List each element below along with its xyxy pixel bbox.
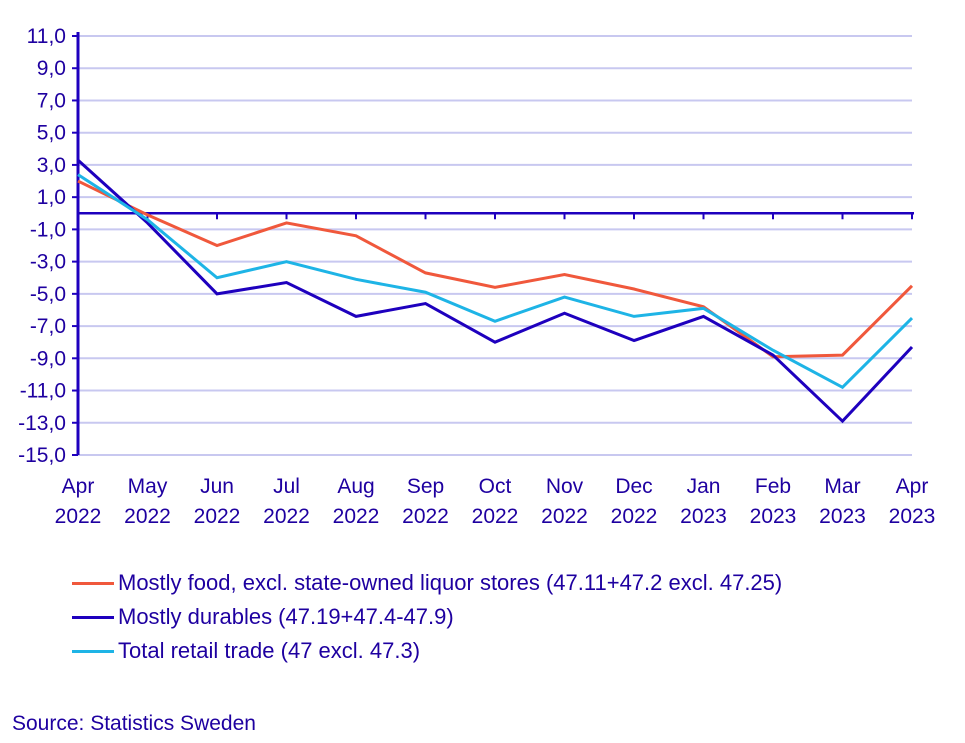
series-line-1 (76, 158, 914, 424)
x-tick-label: 2022 (263, 505, 310, 528)
x-tick-label: 2023 (750, 505, 797, 528)
y-tick-label: -15,0 (18, 444, 66, 467)
x-tick-label: Nov (546, 475, 584, 498)
x-tick-label: 2022 (333, 505, 380, 528)
y-tick-label: -9,0 (30, 347, 66, 370)
x-tick-label: Dec (615, 475, 652, 498)
x-tick-label: 2022 (55, 505, 102, 528)
y-tick-label: -3,0 (30, 251, 66, 274)
legend-item-total: Total retail trade (47 excl. 47.3) (72, 634, 782, 668)
x-tick-label: Jan (687, 475, 721, 498)
y-tick-label: 3,0 (37, 154, 66, 177)
legend: Mostly food, excl. state-owned liquor st… (72, 566, 782, 668)
y-tick-label: 7,0 (37, 89, 66, 112)
x-tick-label: 2022 (124, 505, 171, 528)
x-tick-label: 2022 (541, 505, 588, 528)
x-tick-label: Feb (755, 475, 791, 498)
legend-label: Total retail trade (47 excl. 47.3) (118, 638, 421, 663)
legend-swatch-total (72, 649, 114, 653)
legend-item-food: Mostly food, excl. state-owned liquor st… (72, 566, 782, 600)
x-tick-label: Apr (896, 475, 929, 498)
x-tick-label: 2023 (889, 505, 936, 528)
x-tick-label: Jul (273, 475, 300, 498)
line-chart: 11,0 9,0 7,0 5,0 3,0 1,0 -1,0 -3,0 -5,0 -7,0 -9,0 -… (18, 25, 936, 528)
x-tick-label: 2023 (680, 505, 727, 528)
x-tick-label: 2022 (194, 505, 241, 528)
x-tick-label: Jun (200, 475, 234, 498)
y-tick-label: -13,0 (18, 412, 66, 435)
x-tick-label: Mar (824, 475, 860, 498)
x-tick-label: 2022 (472, 505, 519, 528)
legend-label: Mostly durables (47.19+47.4-47.9) (118, 604, 454, 629)
legend-swatch-food (72, 581, 114, 585)
x-tick-label: Oct (479, 475, 512, 498)
y-tick-label: 5,0 (37, 122, 66, 145)
legend-label: Mostly food, excl. state-owned liquor st… (118, 570, 783, 595)
x-tick-label: May (128, 475, 168, 498)
source-note: Source: Statistics Sweden (12, 712, 256, 735)
x-tick-label: 2022 (611, 505, 658, 528)
x-tick-label: Apr (62, 475, 95, 498)
y-tick-label: -5,0 (30, 283, 66, 306)
x-tick-label: 2023 (819, 505, 866, 528)
legend-swatch-durables (72, 615, 114, 619)
y-tick-label: 1,0 (37, 186, 66, 209)
legend-item-durables: Mostly durables (47.19+47.4-47.9) (72, 600, 782, 634)
x-tick-label: 2022 (402, 505, 449, 528)
x-tick-label: Sep (407, 475, 444, 498)
y-tick-label: -1,0 (30, 218, 66, 241)
x-tick-label: Aug (337, 475, 374, 498)
y-tick-label: 9,0 (37, 57, 66, 80)
y-tick-label: -11,0 (20, 380, 66, 403)
y-tick-label: 11,0 (27, 25, 66, 48)
series-line-0 (77, 179, 914, 359)
y-tick-label: -7,0 (30, 315, 66, 338)
